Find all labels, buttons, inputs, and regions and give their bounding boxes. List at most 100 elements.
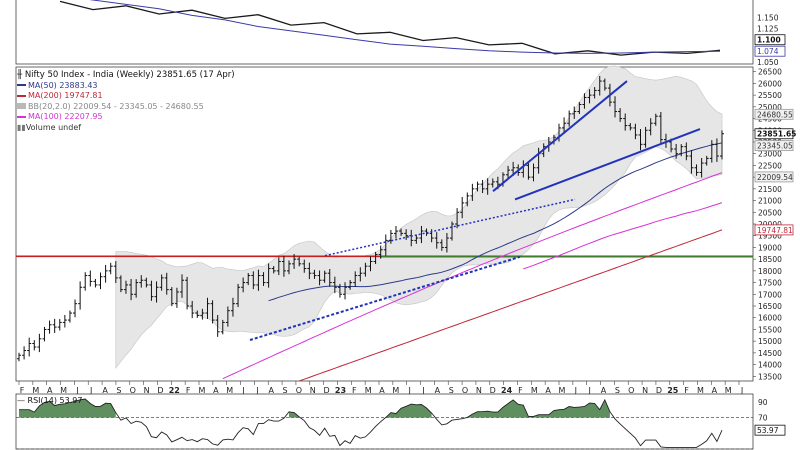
x-label-52: J bbox=[740, 386, 743, 395]
price-bar bbox=[292, 254, 297, 269]
bb-swatch-icon bbox=[17, 103, 26, 109]
price-bar bbox=[460, 197, 465, 219]
price-bar bbox=[679, 144, 684, 157]
x-label-42: A bbox=[601, 386, 607, 395]
price-bar bbox=[373, 251, 378, 265]
price-y-tick-25: 26000 bbox=[758, 79, 782, 88]
price-bar bbox=[159, 274, 164, 291]
rsi-price-box bbox=[754, 424, 786, 436]
price-bar bbox=[118, 275, 123, 293]
x-label-26: A bbox=[379, 386, 385, 395]
price-y-tick-15: 21000 bbox=[758, 197, 782, 206]
price-bar bbox=[399, 228, 404, 236]
x-label-1: M bbox=[32, 386, 39, 395]
price-bar bbox=[225, 306, 230, 327]
price-bar bbox=[714, 138, 719, 162]
price-y-tick-16: 21500 bbox=[758, 185, 782, 194]
price-bar bbox=[241, 277, 246, 293]
price-bar bbox=[720, 130, 724, 160]
price-bar bbox=[32, 340, 37, 351]
x-label-20: O bbox=[296, 386, 302, 395]
price-box-label-4: 19747.81 bbox=[757, 226, 793, 235]
x-label-27: M bbox=[392, 386, 399, 395]
x-label-49: M bbox=[697, 386, 704, 395]
x-label-18: A bbox=[268, 386, 274, 395]
price-bar bbox=[246, 273, 251, 286]
price-bar bbox=[699, 158, 704, 178]
x-label-51: M bbox=[725, 386, 732, 395]
price-bar bbox=[587, 89, 592, 104]
x-label-16: J bbox=[241, 386, 244, 395]
x-label-37: M bbox=[531, 386, 538, 395]
price-bar bbox=[27, 337, 32, 357]
price-bar bbox=[42, 326, 47, 342]
price-bar bbox=[393, 225, 398, 239]
price-box-label-2: 23345.05 bbox=[757, 142, 793, 151]
price-bar bbox=[261, 272, 266, 286]
x-label-11: 22 bbox=[169, 386, 180, 395]
price-bar bbox=[684, 142, 689, 161]
price-bar bbox=[281, 255, 286, 277]
ma100-line bbox=[523, 202, 723, 270]
legend-ma200: MA(200) 19747.81 bbox=[17, 91, 235, 102]
price-bar bbox=[628, 123, 633, 131]
upper-series-line-1 bbox=[89, 0, 721, 54]
price-bar bbox=[633, 123, 638, 140]
rsi-line-icon: — bbox=[17, 396, 25, 405]
price-bar bbox=[419, 225, 424, 244]
rsi-legend: — RSI(14) 53.97 bbox=[17, 396, 83, 405]
price-bar bbox=[190, 300, 195, 319]
wedge-lower-line bbox=[514, 128, 701, 201]
price-bar bbox=[450, 221, 455, 241]
x-label-25: M bbox=[365, 386, 372, 395]
price-bar bbox=[404, 229, 409, 240]
price-bar bbox=[322, 270, 327, 283]
price-bar bbox=[648, 118, 653, 136]
x-label-12: F bbox=[186, 386, 191, 395]
price-bar bbox=[169, 287, 174, 307]
upper-price-label-1: 1.074 bbox=[757, 47, 779, 56]
price-bar bbox=[236, 283, 241, 308]
x-label-6: A bbox=[102, 386, 108, 395]
price-bar bbox=[78, 281, 83, 310]
price-bar bbox=[592, 87, 597, 99]
price-bar bbox=[251, 271, 256, 290]
price-bar bbox=[200, 308, 205, 320]
x-label-15: M bbox=[226, 386, 233, 395]
x-label-23: 23 bbox=[335, 386, 346, 395]
price-box-label-0: 24680.55 bbox=[757, 110, 793, 119]
x-label-32: O bbox=[462, 386, 468, 395]
trendline-dashed-support bbox=[249, 255, 521, 341]
price-bar bbox=[674, 143, 679, 159]
price-bar bbox=[638, 129, 643, 151]
price-bar bbox=[368, 256, 373, 272]
price-bar bbox=[73, 299, 78, 318]
x-label-0: F bbox=[20, 386, 25, 395]
bollinger-band bbox=[115, 65, 723, 369]
price-bar bbox=[123, 280, 128, 294]
ma50-line bbox=[268, 142, 723, 302]
price-y-tick-4: 15500 bbox=[758, 325, 782, 334]
legend-ma100: MA(100) 22207.95 bbox=[17, 112, 235, 123]
price-box-3 bbox=[754, 171, 794, 183]
x-label-9: N bbox=[144, 386, 150, 395]
price-y-tick-10: 18500 bbox=[758, 255, 782, 264]
legend-bb: BB(20,2.0) 22009.54 - 23345.05 - 24680.5… bbox=[17, 102, 235, 113]
volume-bars-icon: ▮▮ bbox=[17, 122, 26, 132]
price-bar bbox=[83, 272, 88, 291]
price-bar bbox=[439, 239, 444, 251]
price-bar bbox=[129, 279, 134, 301]
price-bar bbox=[149, 280, 154, 301]
upper-series-line-0 bbox=[59, 0, 721, 56]
price-bar bbox=[113, 261, 118, 283]
price-bar bbox=[220, 319, 225, 335]
legend-title: ╫ Nifty 50 Index - India (Weekly) 23851.… bbox=[17, 70, 235, 80]
x-label-5: J bbox=[89, 386, 92, 395]
x-label-3: M bbox=[60, 386, 67, 395]
price-bar bbox=[358, 267, 363, 282]
price-box-2 bbox=[754, 140, 794, 152]
price-bar bbox=[414, 234, 419, 244]
price-bar bbox=[572, 106, 577, 119]
price-bar bbox=[154, 281, 159, 303]
